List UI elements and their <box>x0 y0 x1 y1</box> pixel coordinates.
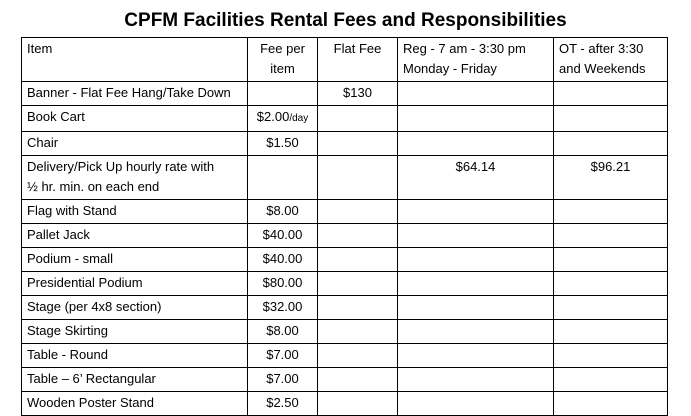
ot-cell <box>553 223 668 248</box>
flat-fee-cell <box>317 223 398 248</box>
table-row: Flag with Stand $8.00 <box>21 199 668 224</box>
table-row: Book Cart $2.00/day <box>21 105 668 132</box>
reg-cell <box>397 367 554 392</box>
reg-cell <box>397 223 554 248</box>
ot-cell <box>553 343 668 368</box>
ot-cell <box>553 367 668 392</box>
fee-cell <box>247 81 318 106</box>
item-line1: Delivery/Pick Up hourly rate with <box>27 159 215 174</box>
item-cell: Stage (per 4x8 section) <box>21 295 248 320</box>
flat-fee-cell <box>317 131 398 156</box>
fee-cell: $40.00 <box>247 247 318 272</box>
fee-cell: $2.00/day <box>247 105 318 132</box>
table-row: Chair $1.50 <box>21 131 668 156</box>
fee-cell: $7.00 <box>247 367 318 392</box>
header-flat-fee: Flat Fee <box>317 37 398 82</box>
reg-cell <box>397 81 554 106</box>
item-cell: Flag with Stand <box>21 199 248 224</box>
item-cell: Wooden Poster Stand <box>21 391 248 416</box>
reg-cell <box>397 105 554 132</box>
header-ot-line1: OT - after 3:30 <box>559 41 644 56</box>
table-row: Table - Round $7.00 <box>21 343 668 368</box>
flat-fee-cell <box>317 343 398 368</box>
ot-cell <box>553 271 668 296</box>
table-row: Pallet Jack $40.00 <box>21 223 668 248</box>
table-row: Delivery/Pick Up hourly rate with ½ hr. m… <box>21 155 668 200</box>
header-item-label: Item <box>27 41 53 56</box>
flat-fee-cell <box>317 199 398 224</box>
reg-cell <box>397 131 554 156</box>
fee-suffix: /day <box>289 113 309 124</box>
header-item: Item <box>21 37 248 82</box>
flat-fee-cell <box>317 247 398 272</box>
reg-cell <box>397 247 554 272</box>
header-reg-line1: Reg - 7 am - 3:30 pm <box>403 41 526 56</box>
item-cell: Banner - Flat Fee Hang/Take Down <box>21 81 248 106</box>
item-line2: ½ hr. min. on each end <box>27 179 160 194</box>
header-overtime: OT - after 3:30 and Weekends <box>553 37 668 82</box>
fee-cell: $40.00 <box>247 223 318 248</box>
fee-cell: $80.00 <box>247 271 318 296</box>
reg-cell <box>397 199 554 224</box>
table-row: Stage Skirting $8.00 <box>21 319 668 344</box>
table-row: Presidential Podium $80.00 <box>21 271 668 296</box>
reg-cell <box>397 319 554 344</box>
ot-cell <box>553 295 668 320</box>
ot-cell <box>553 105 668 132</box>
reg-cell: $64.14 <box>397 155 554 200</box>
ot-cell: $96.21 <box>553 155 668 200</box>
header-flat-label: Flat Fee <box>333 41 382 56</box>
fee-cell: $7.00 <box>247 343 318 368</box>
fees-table: Item Fee per item Flat Fee Reg - 7 am - 3… <box>21 37 668 416</box>
flat-fee-cell <box>317 367 398 392</box>
table-row: Stage (per 4x8 section) $32.00 <box>21 295 668 320</box>
item-cell: Table – 6’ Rectangular <box>21 367 248 392</box>
item-cell: Table - Round <box>21 343 248 368</box>
fee-cell: $8.00 <box>247 199 318 224</box>
table-row: Wooden Poster Stand $2.50 <box>21 391 668 416</box>
header-fee-line1: Fee per <box>260 41 305 56</box>
fee-cell: $8.00 <box>247 319 318 344</box>
ot-cell <box>553 81 668 106</box>
ot-cell <box>553 131 668 156</box>
ot-cell <box>553 199 668 224</box>
reg-cell <box>397 271 554 296</box>
fee-cell: $1.50 <box>247 131 318 156</box>
item-cell: Book Cart <box>21 105 248 132</box>
header-fee-line2: item <box>270 61 295 76</box>
header-fee-per-item: Fee per item <box>247 37 318 82</box>
flat-fee-cell <box>317 391 398 416</box>
flat-fee-cell <box>317 319 398 344</box>
header-row: Item Fee per item Flat Fee Reg - 7 am - 3… <box>21 37 668 82</box>
fee-value: $2.00 <box>256 109 290 124</box>
reg-cell <box>397 391 554 416</box>
flat-fee-cell <box>317 105 398 132</box>
header-ot-line2: and Weekends <box>559 61 646 76</box>
ot-cell <box>553 319 668 344</box>
item-cell: Chair <box>21 131 248 156</box>
table-row: Banner - Flat Fee Hang/Take Down $130 <box>21 81 668 106</box>
flat-fee-cell <box>317 295 398 320</box>
flat-fee-cell <box>317 271 398 296</box>
reg-cell <box>397 295 554 320</box>
reg-cell <box>397 343 554 368</box>
item-cell: Stage Skirting <box>21 319 248 344</box>
table-row: Table – 6’ Rectangular $7.00 <box>21 367 668 392</box>
page-title: CPFM Facilities Rental Fees and Responsi… <box>124 10 567 31</box>
flat-fee-cell <box>317 155 398 200</box>
ot-cell <box>553 391 668 416</box>
flat-fee-cell: $130 <box>317 81 398 106</box>
item-cell: Delivery/Pick Up hourly rate with ½ hr. m… <box>21 155 248 200</box>
fee-cell: $2.50 <box>247 391 318 416</box>
item-cell: Podium - small <box>21 247 248 272</box>
header-reg-line2: Monday - Friday <box>403 61 497 76</box>
header-regular: Reg - 7 am - 3:30 pm Monday - Friday <box>397 37 554 82</box>
fee-cell: $32.00 <box>247 295 318 320</box>
fee-cell <box>247 155 318 200</box>
item-cell: Pallet Jack <box>21 223 248 248</box>
table-row: Podium - small $40.00 <box>21 247 668 272</box>
item-cell: Presidential Podium <box>21 271 248 296</box>
ot-cell <box>553 247 668 272</box>
